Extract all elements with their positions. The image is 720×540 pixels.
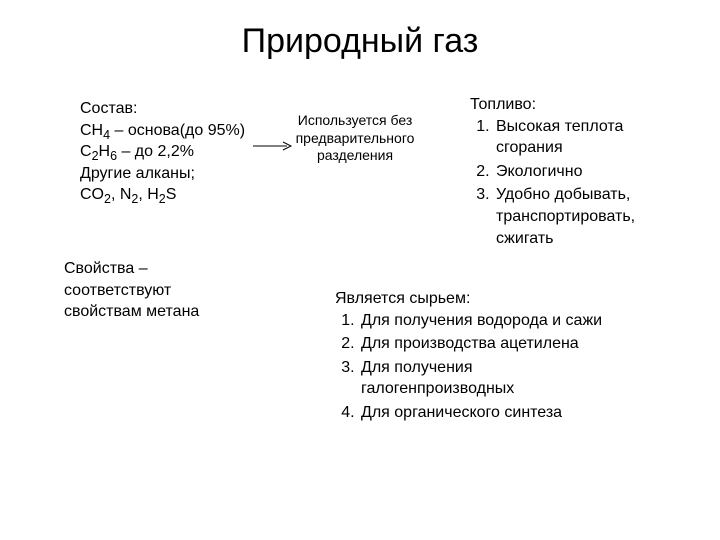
list-item: Для получения водорода и сажи (359, 310, 615, 332)
composition-line: Другие алканы; (80, 163, 290, 185)
fuel-heading: Топливо: (470, 94, 670, 116)
properties-block: Свойства – соответствуют свойствам метан… (64, 258, 224, 323)
arrow-icon (253, 140, 295, 152)
rawmat-list: Для получения водорода и сажиДля произво… (335, 310, 615, 424)
list-item: Для органического синтеза (359, 402, 615, 424)
list-item: Удобно добывать, транспортировать, сжига… (494, 184, 670, 249)
usage-block: Используется без предварительного раздел… (295, 112, 415, 165)
slide: Природный газ Состав: CH4 – основа(до 95… (0, 0, 720, 540)
composition-line: CH4 – основа(до 95%) (80, 120, 290, 142)
list-item: Экологично (494, 161, 670, 183)
rawmat-heading: Является сырьем: (335, 288, 615, 310)
page-title: Природный газ (0, 22, 720, 61)
fuel-list: Высокая теплота сгоранияЭкологичноУдобно… (470, 116, 670, 250)
list-item: Высокая теплота сгорания (494, 116, 670, 159)
composition-line: CO2, N2, H2S (80, 184, 290, 206)
list-item: Для получения галогенпроизводных (359, 357, 615, 400)
fuel-block: Топливо: Высокая теплота сгоранияЭкологи… (470, 94, 670, 251)
list-item: Для производства ацетилена (359, 333, 615, 355)
composition-lines: CH4 – основа(до 95%)C2H6 – до 2,2%Другие… (80, 120, 290, 206)
rawmat-block: Является сырьем: Для получения водорода … (335, 288, 615, 426)
composition-heading: Состав: (80, 98, 290, 120)
